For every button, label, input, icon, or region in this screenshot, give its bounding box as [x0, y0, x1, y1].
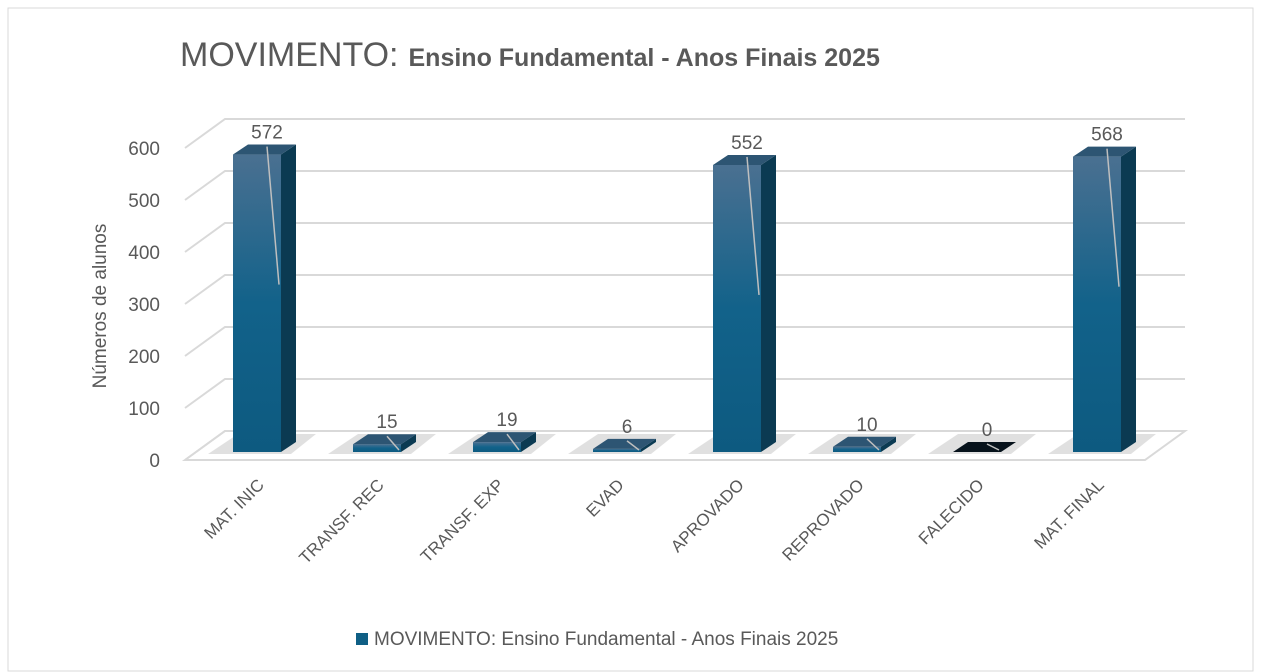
- bar-top: [713, 154, 776, 165]
- bar: [448, 432, 556, 454]
- bar-top: [1073, 146, 1136, 157]
- grid-line: [184, 274, 1185, 305]
- leader-line: [266, 146, 280, 285]
- data-label: 552: [731, 133, 763, 154]
- bar-front: [473, 442, 521, 452]
- bar-front: [713, 164, 761, 452]
- legend-swatch: [356, 633, 368, 645]
- leader-line: [386, 435, 400, 451]
- bar-side: [281, 144, 296, 452]
- y-tick-label: 100: [128, 399, 160, 420]
- bar-top: [953, 442, 1016, 452]
- bar-side: [641, 438, 656, 452]
- bar: [568, 434, 676, 454]
- title-sub: Ensino Fundamental - Anos Finais 2025: [409, 44, 880, 72]
- leader-line: [506, 433, 520, 451]
- floor: [181, 430, 1189, 461]
- data-label: 10: [856, 415, 877, 436]
- data-label: 568: [1091, 125, 1123, 146]
- bar-side: [1121, 146, 1136, 452]
- leader-line: [986, 443, 1000, 451]
- bar: [808, 434, 916, 454]
- grid-line: [184, 170, 1185, 201]
- title-main: MOVIMENTO:: [180, 36, 399, 74]
- grid-line: [184, 326, 1185, 357]
- data-label: 19: [496, 410, 517, 431]
- y-tick-label: 400: [128, 243, 160, 264]
- y-axis-label: Números de alunos: [90, 224, 111, 389]
- bar-top: [833, 436, 896, 447]
- y-tick-label: 200: [128, 347, 160, 368]
- bar: [688, 154, 796, 454]
- leader-line: [866, 438, 880, 451]
- bar-front: [1073, 156, 1121, 452]
- y-tick-label: 500: [128, 191, 160, 212]
- bar: [208, 144, 316, 454]
- grid-line: [184, 222, 1185, 253]
- leader-line: [1106, 148, 1120, 287]
- chart-title: MOVIMENTO: Ensino Fundamental - Anos Fina…: [180, 36, 880, 74]
- bar-front: [233, 154, 281, 452]
- y-tick-label: 0: [149, 451, 160, 472]
- grid-line: [184, 378, 1185, 409]
- bar-top: [353, 434, 416, 445]
- bar-side: [521, 432, 536, 452]
- y-tick-label: 600: [128, 139, 160, 160]
- data-label: 572: [251, 123, 283, 144]
- data-label: 0: [982, 420, 993, 441]
- bar-front: [353, 444, 401, 452]
- bar: [328, 434, 436, 454]
- chart-border: [7, 7, 1254, 672]
- bar-side: [761, 154, 776, 452]
- bar-top: [233, 144, 296, 155]
- bar: [928, 434, 1036, 454]
- bar-side: [401, 434, 416, 452]
- bar-top: [473, 432, 536, 443]
- grid-line: [184, 118, 1185, 149]
- leader-line: [746, 156, 760, 296]
- data-label: 6: [622, 417, 633, 438]
- legend-label: MOVIMENTO: Ensino Fundamental - Anos Fin…: [374, 629, 838, 650]
- bar: [1048, 146, 1156, 454]
- bar-top: [593, 438, 656, 449]
- y-tick-label: 300: [128, 295, 160, 316]
- data-label: 15: [376, 412, 397, 433]
- leader-line: [626, 440, 640, 451]
- bar-front: [833, 446, 881, 452]
- bar-side: [881, 436, 896, 452]
- bar-front: [593, 448, 641, 452]
